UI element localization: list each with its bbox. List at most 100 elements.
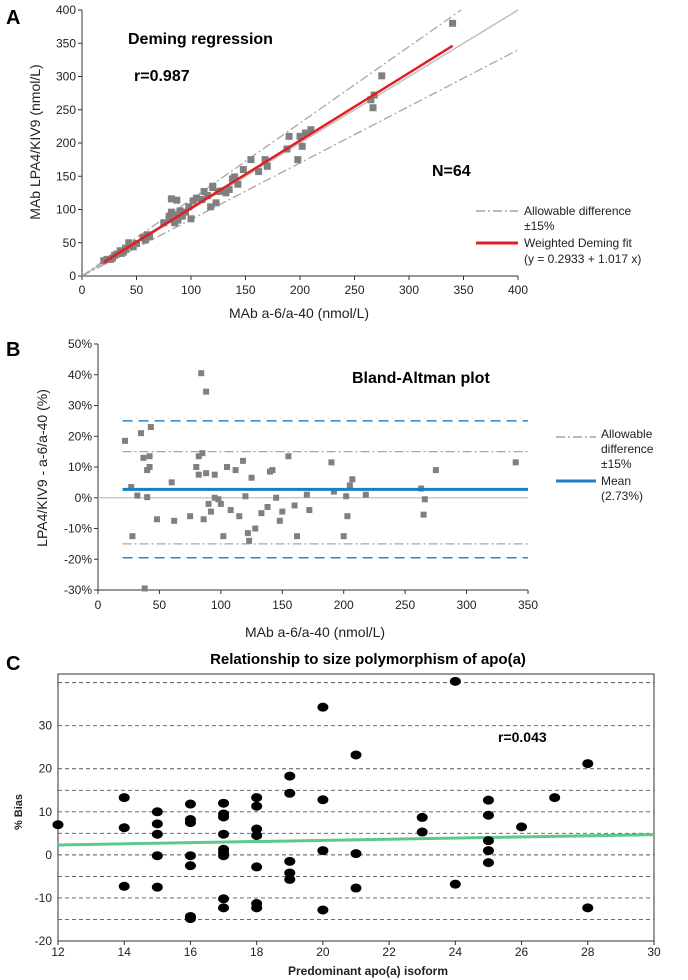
panel-c-x-tick-label: 30 [647,945,661,959]
panel-b-data-point [146,464,153,470]
panel-b-data-point [153,516,160,523]
panel-b-data-point [346,482,353,489]
panel-b-x-tick-label: 100 [211,598,231,612]
panel-b-x-tick-label: 350 [518,598,538,612]
panel-c-data-point [482,795,494,805]
panel-a-data-point [176,207,184,215]
panel-a-data-point [449,19,457,27]
panel-b-data-point [203,470,210,477]
panel-b-x-label: MAb a-6/a-40 (nmol/L) [245,624,385,640]
panel-b-data-point [246,537,253,544]
panel-b-data-point [144,494,151,501]
panel-b-data-point [349,476,356,483]
legend-b-mean-text: Mean [601,474,631,488]
panel-c-data-point [151,851,163,861]
panel-c-y-tick-label: 0 [45,848,52,862]
panel-a-legend: Allowable difference ±15% Weighted Demin… [476,204,641,266]
panel-a-data-point [263,162,271,170]
panel-b-data-point [512,459,519,466]
panel-b-data-point [294,533,301,540]
panel-c-data-point [251,862,263,872]
panel-a-y-tick-label: 300 [56,70,76,84]
panel-a-deming-regression: A 0 50 100 150 200 250 300 350 400 0 50 100 150 200 2… [6,3,641,321]
panel-c-y-tick-label: 30 [39,719,53,733]
panel-a-x-tick-label: 150 [235,283,255,297]
panel-a-data-point [207,203,215,211]
panel-c-plot-area [57,673,655,942]
panel-a-allowable-upper [81,9,462,277]
panel-c-r-annotation: r=0.043 [498,729,547,745]
panel-b-data-point [432,467,439,474]
panel-b-data-point [421,496,428,503]
panel-c-data-point [184,851,196,861]
panel-b-y-tick-label: 30% [68,399,92,413]
panel-c-data-point [184,799,196,809]
panel-b-data-point [340,533,347,540]
panel-b-x-tick-label: 200 [334,598,354,612]
panel-a-data-point [239,166,247,174]
panel-b-data-point [248,474,255,481]
panel-b-data-point [220,533,227,540]
panel-b-y-label: LPA4/KIV9 - a-6/a-40 (%) [34,389,50,547]
panel-a-r-annotation: r=0.987 [134,68,190,85]
panel-b-x-ticks: 0 50 100 150 200 250 300 350 [95,590,538,612]
panel-c-data-point [582,903,594,913]
panel-a-x-tick-label: 250 [344,283,364,297]
panel-b-data-point [138,430,144,437]
panel-c-data-point [482,836,494,846]
panel-c-data-point [251,903,263,913]
panel-a-x-tick-label: 200 [290,283,310,297]
panel-a-data-point [247,156,255,164]
legend-allowable-pct: ±15% [524,219,555,233]
panel-b-data-point [211,494,218,501]
panel-b-title: Bland-Altman plot [352,370,490,387]
panel-c-y-tick-label: 10 [39,805,53,819]
panel-b-data-point [420,511,427,518]
panel-b-data-point [303,491,310,498]
panel-a-data-point [173,196,181,204]
panel-b-data-point [273,494,280,501]
panel-c-x-tick-label: 22 [382,945,396,959]
panel-c-data-point [218,829,230,839]
panel-a-data-point [146,233,154,241]
panel-c-data-point [52,820,64,830]
panel-c-data-point [482,858,494,868]
panel-a-x-tick-label: 300 [399,283,419,297]
panel-a-y-label: MAb LPA4/KIV9 (nmol/L) [27,64,43,219]
panel-c-data-point [218,903,230,913]
panel-c-x-tick-label: 18 [250,945,264,959]
panel-a-y-tick-label: 50 [63,236,77,250]
panel-a-data-point [171,211,179,219]
panel-c-marks [52,676,655,924]
panel-c-data-point [482,846,494,856]
legend-b-allowable-pct: ±15% [601,457,632,471]
panel-c-data-point [218,798,230,808]
panel-a-data-point [261,156,269,164]
panel-a-marks [100,19,457,265]
panel-c-frame [57,673,655,942]
panel-b-data-point [205,500,212,507]
legend-allowable-text: Allowable difference [524,204,632,218]
panel-b-data-point [236,513,243,520]
panel-c-x-ticks: 12 14 16 18 20 22 24 26 28 30 [51,941,661,959]
panel-a-x-tick-label: 0 [79,283,86,297]
panel-a-y-tick-label: 250 [56,103,76,117]
panel-b-y-tick-label: -30% [64,583,92,597]
panel-b-x-tick-label: 150 [272,598,292,612]
panel-b-data-point [239,457,246,464]
panel-b-data-point [343,493,350,500]
panel-a-x-tick-label: 350 [453,283,473,297]
panel-b-x-tick-label: 300 [457,598,477,612]
panel-a-x-tick-label: 100 [181,283,201,297]
panel-b-data-point [344,513,351,520]
panel-a-y-tick-label: 100 [56,203,76,217]
panel-c-data-point [284,868,296,878]
panel-c-fit-line [57,833,655,847]
panel-a-data-point [160,219,168,227]
panel-c-title: Relationship to size polymorphism of apo… [210,651,526,668]
panel-b-x-tick-label: 0 [95,598,102,612]
panel-b-y-tick-label: 40% [68,368,92,382]
panel-c-x-tick-label: 20 [316,945,330,959]
panel-c-data-point [151,807,163,817]
